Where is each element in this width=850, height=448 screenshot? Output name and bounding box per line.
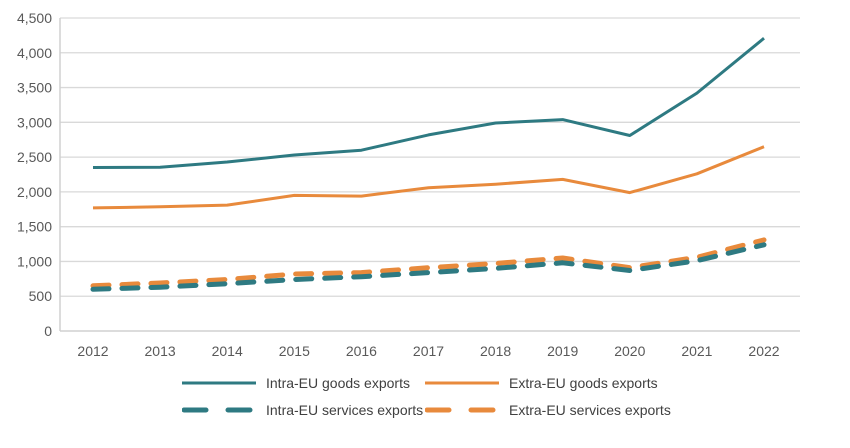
gridlines	[60, 17, 800, 297]
x-tick-label: 2018	[480, 343, 511, 359]
legend-swatch-solid-orange	[425, 381, 499, 385]
y-tick-label: 4,500	[17, 10, 52, 26]
legend-label: Extra-EU services exports	[509, 402, 671, 418]
y-tick-label: 3,000	[17, 114, 52, 130]
series-line-intra-eu-services-exports	[90, 242, 767, 292]
legend-label: Intra-EU services exports	[266, 402, 424, 418]
legend-swatch-dashed-orange	[425, 407, 499, 413]
x-tick-label: 2021	[681, 343, 712, 359]
y-axis-tick-labels: 0 500 1,000 1,500 2,000 2,500 3,000 3,500 4,000 4…	[17, 10, 52, 339]
x-tick-label: 2013	[145, 343, 176, 359]
y-tick-label: 0	[44, 323, 52, 339]
axes	[59, 18, 800, 332]
legend-item-extra-services: Extra-EU services exports	[425, 400, 671, 420]
x-tick-label: 2015	[279, 343, 310, 359]
series-line-intra-eu-goods-exports	[92, 37, 765, 169]
x-tick-label: 2014	[212, 343, 243, 359]
y-tick-label: 1,000	[17, 253, 52, 269]
x-tick-label: 2016	[346, 343, 377, 359]
x-tick-label: 2019	[547, 343, 578, 359]
y-tick-label: 4,000	[17, 45, 52, 61]
x-axis-tick-labels: 2012 2013 2014 2015 2016 2017 2018 2019 2020 2021…	[77, 343, 779, 359]
legend-item-extra-goods: Extra-EU goods exports	[425, 373, 658, 393]
y-tick-label: 500	[29, 288, 53, 304]
x-tick-label: 2017	[413, 343, 444, 359]
x-tick-label: 2020	[614, 343, 645, 359]
legend-swatch-solid-teal	[182, 381, 256, 385]
legend-item-intra-goods: Intra-EU goods exports	[182, 373, 410, 393]
y-tick-label: 3,500	[17, 80, 52, 96]
legend-item-intra-services: Intra-EU services exports	[182, 400, 423, 420]
series-line-extra-eu-goods-exports	[92, 145, 765, 210]
y-tick-label: 1,500	[17, 219, 52, 235]
series-lines	[90, 37, 767, 292]
legend-label: Extra-EU goods exports	[509, 375, 658, 391]
y-tick-label: 2,000	[17, 184, 52, 200]
legend-label: Intra-EU goods exports	[266, 375, 410, 391]
x-tick-label: 2012	[77, 343, 108, 359]
y-tick-label: 2,500	[17, 149, 52, 165]
x-tick-label: 2022	[748, 343, 779, 359]
series-line-extra-eu-services-exports	[90, 237, 767, 289]
legend-swatch-dashed-teal	[182, 407, 256, 413]
